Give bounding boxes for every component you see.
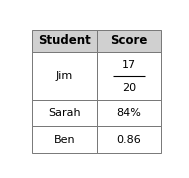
Text: 84%: 84% <box>117 108 142 118</box>
Bar <box>33 100 97 126</box>
Text: 0.86: 0.86 <box>117 135 141 145</box>
Text: Ben: Ben <box>54 135 75 145</box>
Text: Score: Score <box>110 35 148 48</box>
Text: Student: Student <box>38 35 91 48</box>
Bar <box>97 52 161 100</box>
Bar <box>97 126 161 153</box>
Bar <box>97 100 161 126</box>
Bar <box>33 30 97 52</box>
Bar <box>33 126 97 153</box>
Bar <box>33 52 97 100</box>
Text: 17: 17 <box>122 59 136 69</box>
Text: Jim: Jim <box>56 71 73 81</box>
Text: Sarah: Sarah <box>48 108 81 118</box>
Bar <box>97 30 161 52</box>
Text: 20: 20 <box>122 83 136 93</box>
